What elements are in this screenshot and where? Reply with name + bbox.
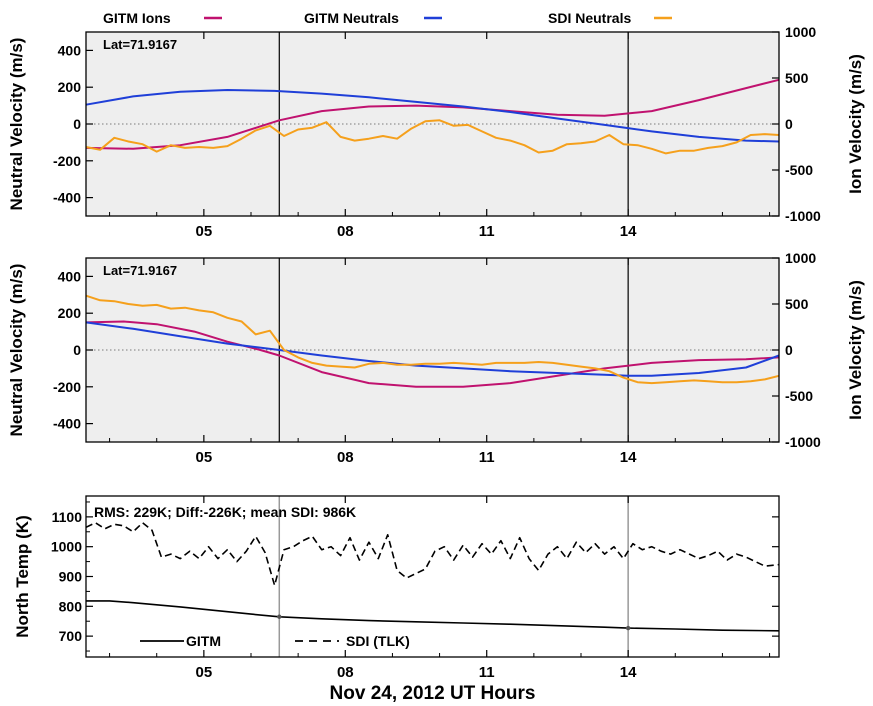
y-left-tick-label: -400 (53, 416, 81, 432)
y-left-tick-label: -400 (53, 190, 81, 206)
y-right-tick-label: -1000 (785, 434, 821, 450)
y-right-tick-label: -500 (785, 388, 813, 404)
y-left-tick-label: 400 (58, 268, 82, 284)
y-left-axis-title: Neutral Velocity (m/s) (7, 264, 26, 437)
panel-top: 05 08 11 14 400 200 0 -200 -400 1000 500 0 -500 -1000… (7, 24, 865, 240)
series-line-ions (85, 78, 780, 150)
y-left-tick-label: 200 (58, 305, 82, 321)
x-tick-label: 11 (479, 449, 495, 466)
y-right-tick-label: -1000 (785, 208, 821, 224)
panel-temperature: 05 08 11 14 1100 1000 900 800 700 RMS: 229K; Diff… (13, 495, 780, 704)
y-tick-label: 800 (59, 598, 83, 614)
series-line-gitm-neutrals (85, 89, 780, 143)
y-right-tick-label: 1000 (785, 250, 816, 266)
y-left-tick-label: 400 (58, 42, 82, 58)
y-tick-label: 1100 (52, 509, 83, 525)
legend-sdi-label: SDI (TLK) (346, 633, 410, 649)
y-right-tick-label: -500 (785, 162, 813, 178)
y-left-tick-label: -200 (53, 153, 81, 169)
y-left-tick-label: 200 (58, 79, 82, 95)
stats-text: RMS: 229K; Diff:-226K; mean SDI: 986K (94, 504, 356, 520)
x-axis-title: Nov 24, 2012 UT Hours (330, 683, 536, 704)
x-tick-label: 14 (620, 223, 637, 240)
series-line-sdi-neutrals (85, 294, 780, 385)
x-tick-label: 08 (337, 449, 354, 466)
y-left-tick-label: 0 (73, 116, 81, 132)
vline-marker-dot (277, 614, 282, 619)
x-tick-label: 08 (337, 664, 354, 681)
panel-middle: 05 08 11 14 400 200 0 -200 -400 1000 500 0 -500 -1000… (7, 250, 865, 466)
y-tick-label: 900 (59, 569, 83, 585)
y-right-tick-label: 0 (785, 116, 793, 132)
x-tick-label: 05 (196, 664, 213, 681)
legend-sdi-neutrals-label: SDI Neutrals (548, 10, 631, 26)
y-tick-label: 1000 (51, 539, 82, 555)
legend-gitm-label: GITM (186, 633, 221, 649)
panel-latitude-label: Lat=71.9167 (103, 37, 177, 52)
y-right-tick-label: 0 (785, 342, 793, 358)
y-left-tick-label: 0 (73, 342, 81, 358)
x-tick-label: 11 (479, 664, 495, 681)
series-line-gitm-neutrals (85, 321, 780, 377)
y-right-axis-title: Ion Velocity (m/s) (846, 54, 865, 194)
series-line-ions (85, 320, 780, 388)
y-left-tick-label: -200 (53, 379, 81, 395)
series-line-gitm (86, 600, 780, 632)
y-axis-title: North Temp (K) (13, 515, 32, 637)
legend: GITM Ions GITM Neutrals SDI Neutrals (103, 10, 672, 26)
vline-marker-dot (625, 625, 631, 631)
series-line-sdi-neutrals (85, 119, 780, 155)
y-right-axis-title: Ion Velocity (m/s) (846, 280, 865, 420)
x-tick-label: 14 (620, 449, 637, 466)
x-tick-label: 14 (620, 664, 637, 681)
y-right-tick-label: 500 (785, 70, 809, 86)
y-right-tick-label: 1000 (785, 24, 816, 40)
x-tick-label: 08 (337, 223, 354, 240)
legend-ions-label: GITM Ions (103, 10, 171, 26)
legend-gitm-neutrals-label: GITM Neutrals (304, 10, 399, 26)
x-tick-label: 11 (479, 223, 495, 240)
panel-latitude-label: Lat=71.9167 (103, 263, 177, 278)
x-tick-label: 05 (196, 223, 213, 240)
series-line-sdi-tlk (85, 522, 780, 587)
y-tick-label: 700 (59, 628, 83, 644)
y-left-axis-title: Neutral Velocity (m/s) (7, 38, 26, 211)
y-right-tick-label: 500 (785, 296, 809, 312)
x-tick-label: 05 (196, 449, 213, 466)
